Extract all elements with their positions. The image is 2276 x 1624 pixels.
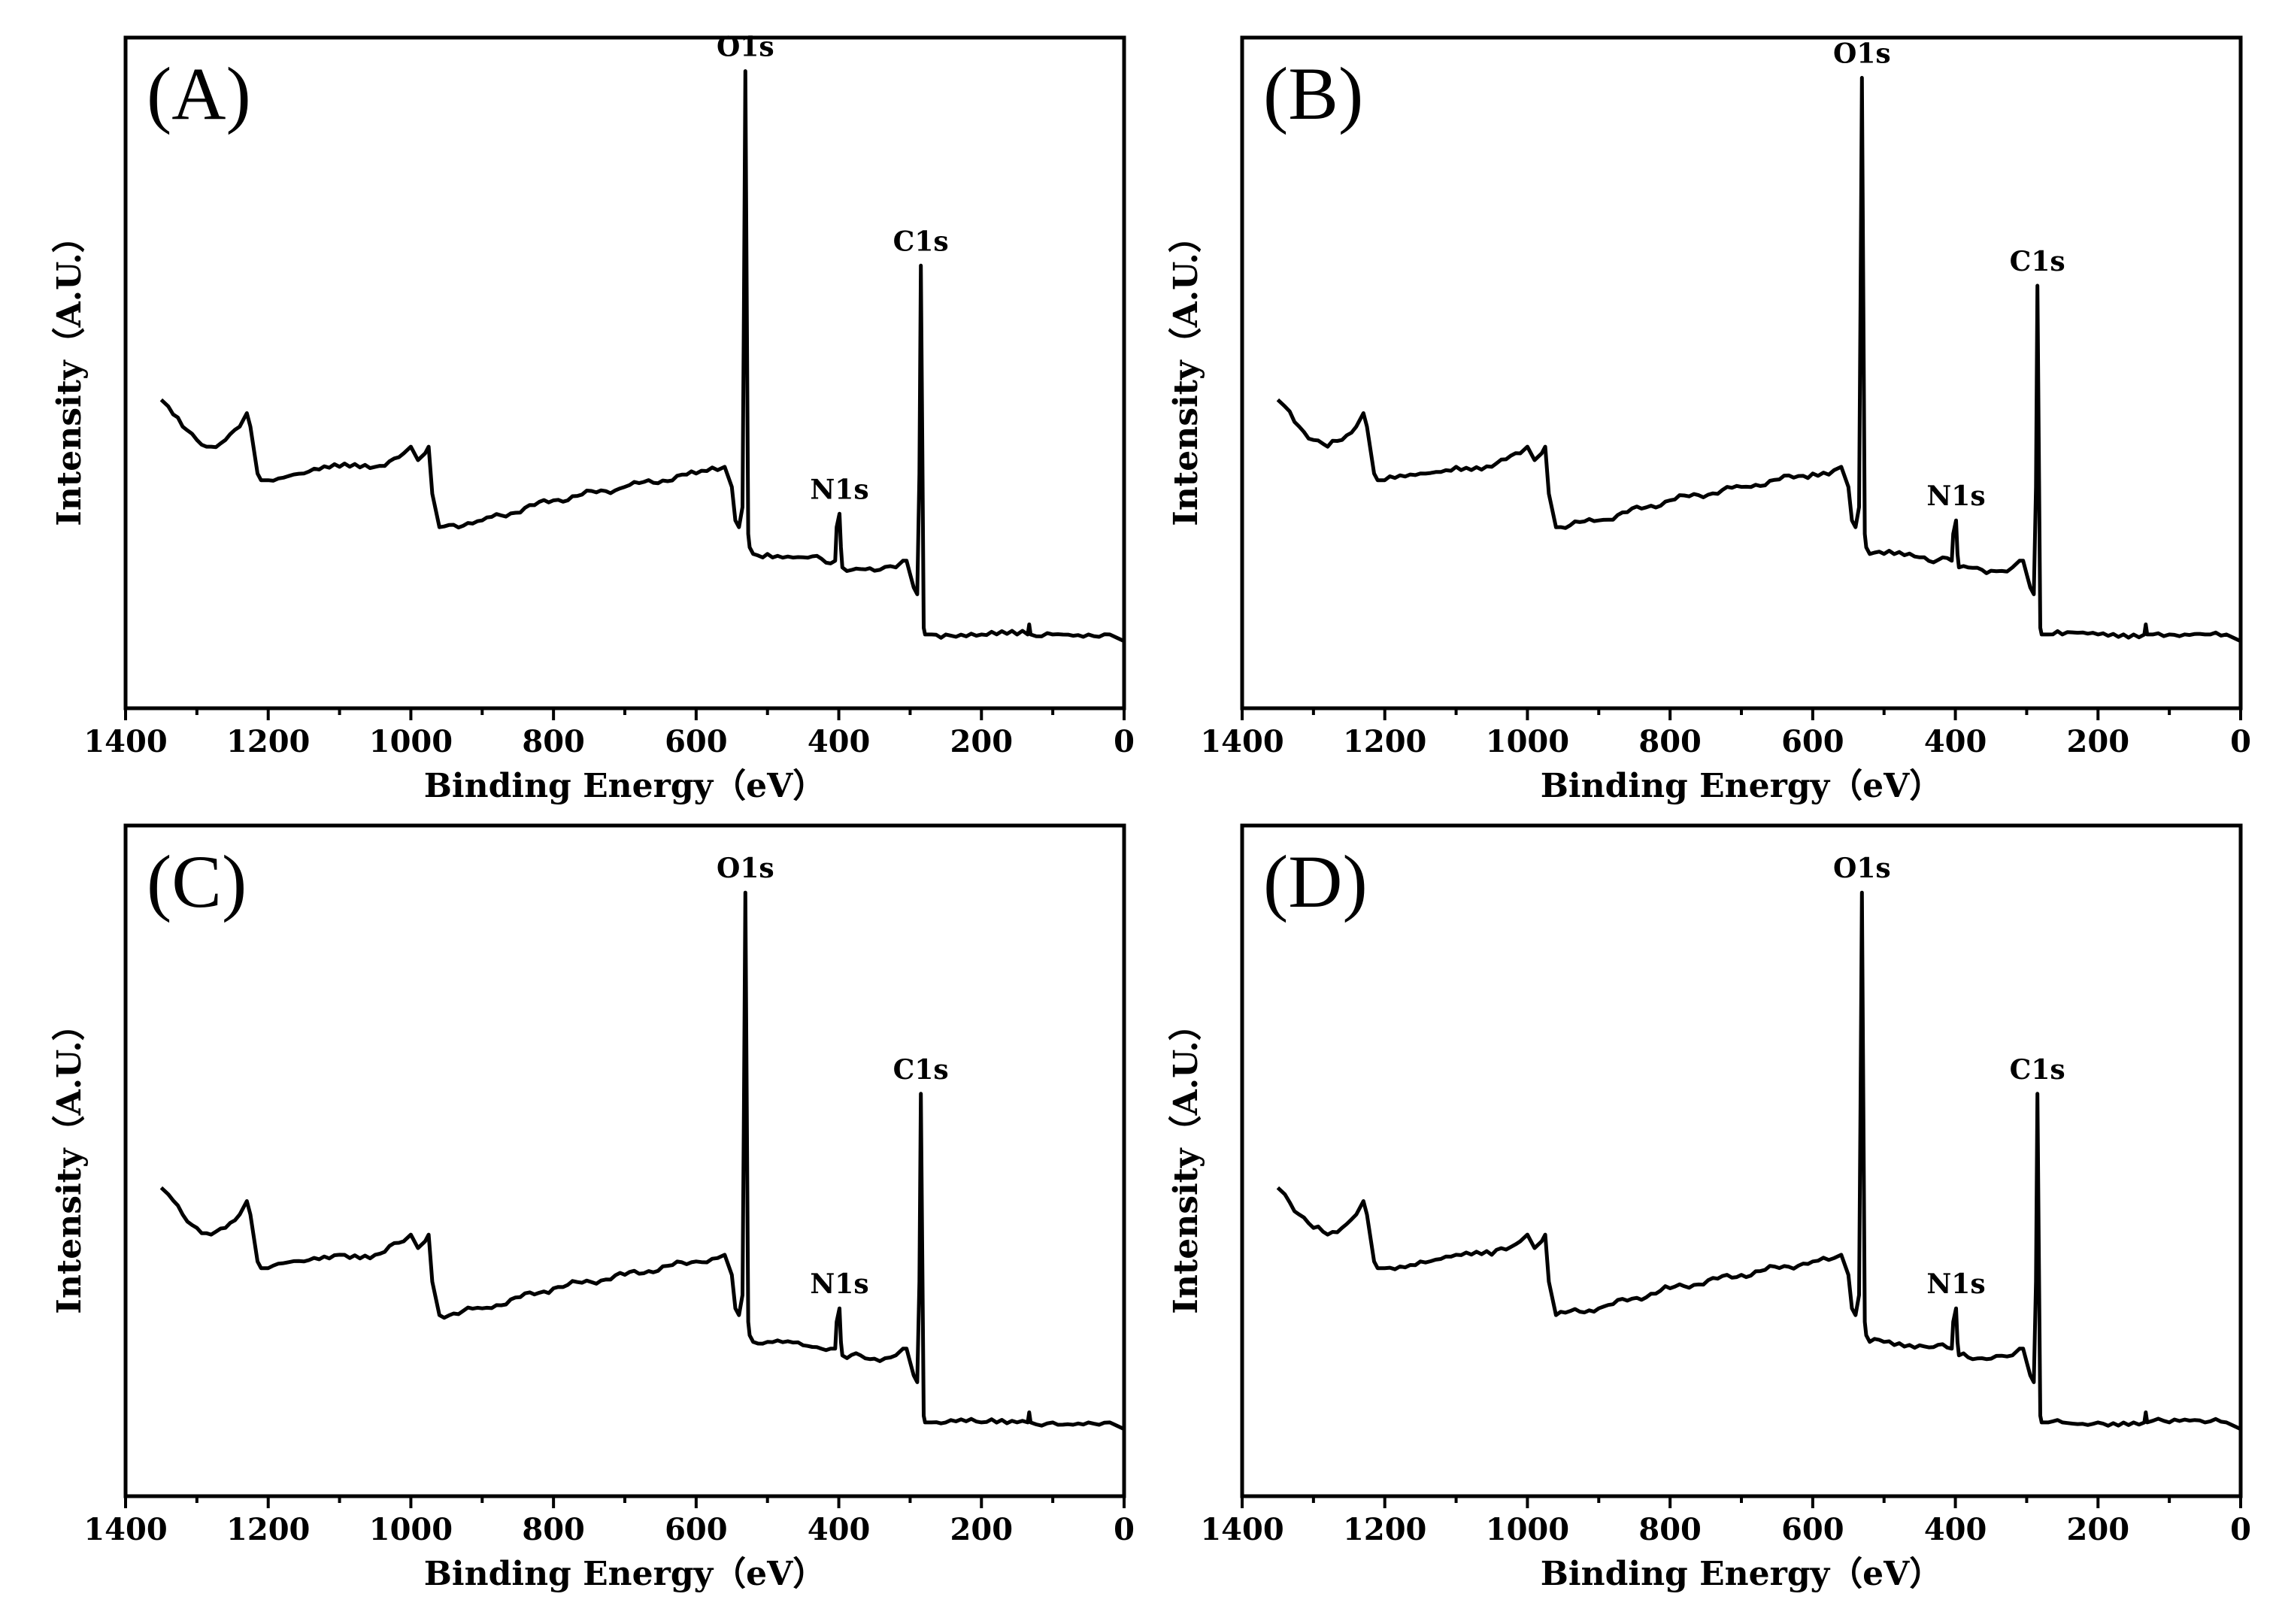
peak-label-c1s: C1s — [2010, 246, 2065, 277]
y-axis-title: Intensity（A.U.） — [1167, 220, 1205, 526]
peak-label-o1s: O1s — [1833, 853, 1891, 884]
x-tick-label: 600 — [1781, 724, 1844, 759]
x-axis-title: Binding Energy（eV） — [424, 767, 826, 805]
x-axis-title: Binding Energy（eV） — [424, 1555, 826, 1593]
x-tick-label: 800 — [1638, 1512, 1702, 1547]
y-axis-title: Intensity（A.U.） — [1167, 1007, 1205, 1313]
peak-label-n1s: N1s — [1926, 480, 1985, 512]
peak-label-n1s: N1s — [810, 1268, 868, 1300]
peak-label-o1s: O1s — [717, 32, 774, 63]
x-tick-label: 1400 — [83, 1512, 167, 1547]
x-tick-label: 1200 — [226, 724, 310, 759]
x-tick-label: 1000 — [369, 724, 453, 759]
peak-label-c1s: C1s — [2010, 1054, 2065, 1086]
panel-0: 1400 1200 1000 800 600 400 200 0 Binding Energy（… — [50, 32, 1135, 805]
panel-label: (A) — [147, 52, 251, 135]
x-tick-label: 0 — [1114, 1512, 1135, 1547]
panel-1: 1400 1200 1000 800 600 400 200 0 Binding Energy（… — [1167, 35, 2251, 805]
x-tick-label: 200 — [950, 1512, 1014, 1547]
panel-3: 1400 1200 1000 800 600 400 200 0 Binding Energy（… — [1167, 823, 2251, 1593]
panel-2: 1400 1200 1000 800 600 400 200 0 Binding Energy（… — [50, 823, 1135, 1593]
x-tick-label: 400 — [808, 1512, 871, 1547]
x-tick-label: 800 — [522, 1512, 585, 1547]
x-tick-label: 200 — [950, 724, 1014, 759]
x-tick-label: 0 — [2230, 724, 2251, 759]
panel-label: (B) — [1263, 52, 1363, 135]
x-tick-label: 1000 — [1486, 1512, 1569, 1547]
x-tick-label: 1200 — [1343, 1512, 1426, 1547]
x-tick-label: 0 — [2230, 1512, 2251, 1547]
x-tick-label: 800 — [522, 724, 585, 759]
x-axis-title: Binding Energy（eV） — [1541, 1555, 1943, 1593]
peak-label-o1s: O1s — [1833, 38, 1891, 70]
panel-label: (C) — [147, 840, 247, 923]
x-tick-label: 600 — [665, 724, 728, 759]
x-tick-label: 1400 — [83, 724, 167, 759]
y-axis-title: Intensity（A.U.） — [50, 1007, 89, 1313]
x-tick-label: 400 — [808, 724, 871, 759]
spectrum-line-C — [159, 890, 1126, 1432]
x-tick-label: 200 — [2067, 724, 2130, 759]
spectrum-line-A — [159, 69, 1126, 644]
x-tick-label: 400 — [1924, 724, 1987, 759]
peak-label-c1s: C1s — [893, 1054, 949, 1086]
x-tick-label: 1400 — [1200, 1512, 1283, 1547]
x-tick-label: 400 — [1924, 1512, 1987, 1547]
x-tick-label: 1200 — [1343, 724, 1426, 759]
spectrum-line-B — [1276, 76, 2242, 644]
y-axis-title: Intensity（A.U.） — [50, 220, 89, 526]
x-tick-label: 600 — [665, 1512, 728, 1547]
peak-label-c1s: C1s — [893, 226, 949, 257]
x-tick-label: 1400 — [1200, 724, 1283, 759]
x-tick-label: 600 — [1781, 1512, 1844, 1547]
x-tick-label: 0 — [1114, 724, 1135, 759]
x-tick-label: 1200 — [226, 1512, 310, 1547]
peak-label-n1s: N1s — [1926, 1268, 1985, 1300]
peak-label-n1s: N1s — [810, 474, 868, 505]
spectrum-line-D — [1276, 890, 2242, 1432]
panel-label: (D) — [1263, 840, 1368, 923]
peak-label-o1s: O1s — [717, 853, 774, 884]
x-tick-label: 1000 — [369, 1512, 453, 1547]
x-axis-title: Binding Energy（eV） — [1541, 767, 1943, 805]
x-tick-label: 200 — [2067, 1512, 2130, 1547]
x-tick-label: 1000 — [1486, 724, 1569, 759]
x-tick-label: 800 — [1638, 724, 1702, 759]
